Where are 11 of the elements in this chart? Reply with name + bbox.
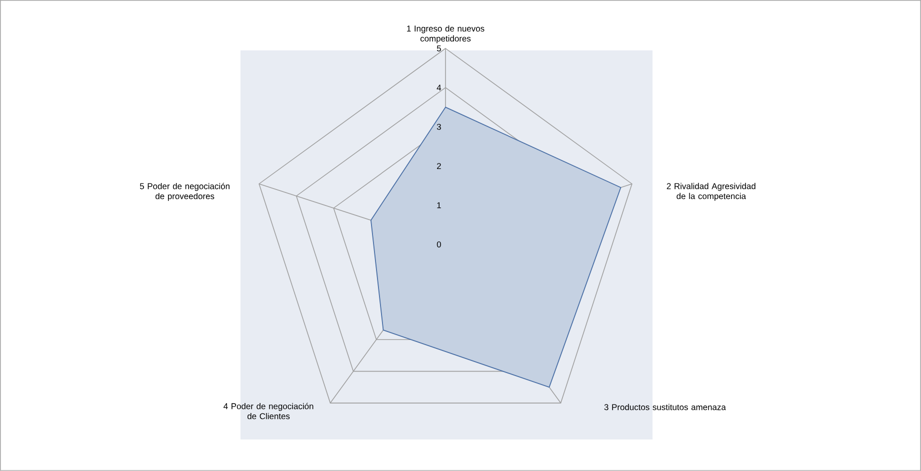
spoke-label: 4 Poder de negociación de Clientes: [224, 402, 314, 420]
spoke-label: 1 Ingreso de nuevos competidores: [407, 25, 484, 44]
y-tick-label: 2: [437, 163, 441, 170]
y-tick-label: 1: [437, 202, 441, 208]
spoke-label: 2 Rivalidad Agresividad de la competencia: [666, 182, 756, 201]
y-tick-label: 0: [436, 241, 441, 248]
spoke-label: 5 Poder de negociación de proveedores: [140, 182, 230, 201]
y-tick-label: 3: [436, 124, 441, 130]
spoke-label: 3 Productos sustitutos amenaza: [604, 404, 726, 410]
y-tick-label: 5: [436, 45, 441, 52]
y-tick-label: 4: [436, 84, 442, 91]
